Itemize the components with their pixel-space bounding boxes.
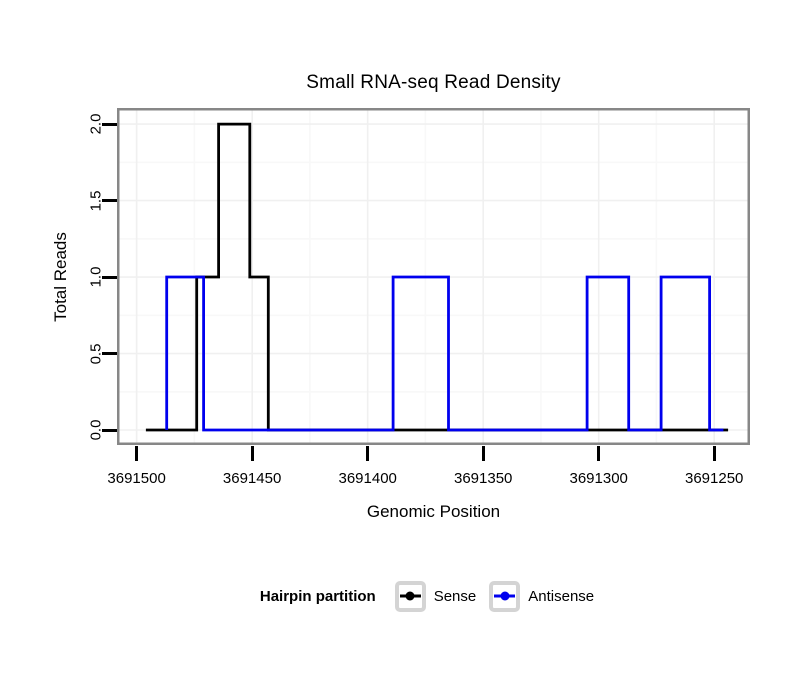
x-tick — [712, 446, 716, 461]
x-axis-title: Genomic Position — [366, 502, 501, 521]
x-tick-label: 3691250 — [684, 470, 744, 487]
x-tick-label: 3691300 — [569, 470, 628, 487]
y-tick — [102, 352, 117, 355]
panel-border — [117, 108, 750, 445]
legend-key-antisense — [489, 580, 521, 612]
legend: Hairpin partition Sense Antisense — [117, 578, 750, 614]
y-tick-label: 1.0 — [87, 266, 105, 288]
antisense-point-swatch — [500, 591, 510, 601]
y-tick-label: 1.5 — [87, 190, 105, 211]
x-tick-label: 3691350 — [453, 470, 513, 487]
y-tick — [102, 275, 117, 279]
y-tick-label: 0.0 — [87, 419, 105, 441]
y-tick — [102, 428, 117, 432]
x-tick — [481, 446, 485, 461]
legend-title: Hairpin partition — [259, 587, 376, 605]
series-line-antisense — [165, 275, 724, 432]
series-line-sense — [145, 122, 729, 432]
plot-panel — [117, 108, 750, 445]
y-axis-title: Total Reads — [51, 232, 70, 322]
legend-label-sense: Sense — [433, 587, 477, 605]
y-tick-label: 2.0 — [87, 113, 105, 135]
x-tick — [597, 446, 601, 461]
x-tick — [135, 446, 139, 461]
y-tick-label: 0.5 — [87, 343, 105, 364]
x-tick-label: 3691450 — [222, 470, 282, 487]
y-tick — [102, 199, 117, 202]
x-tick — [366, 446, 370, 461]
legend-label-antisense: Antisense — [528, 587, 595, 605]
y-tick — [102, 122, 117, 126]
x-tick — [250, 446, 254, 461]
legend-key-sense — [394, 580, 426, 612]
x-tick-label: 3691400 — [338, 470, 397, 487]
sense-point-swatch — [405, 591, 415, 601]
x-tick-label: 3691500 — [107, 470, 166, 487]
chart-title: Small RNA-seq Read Density — [306, 72, 561, 93]
